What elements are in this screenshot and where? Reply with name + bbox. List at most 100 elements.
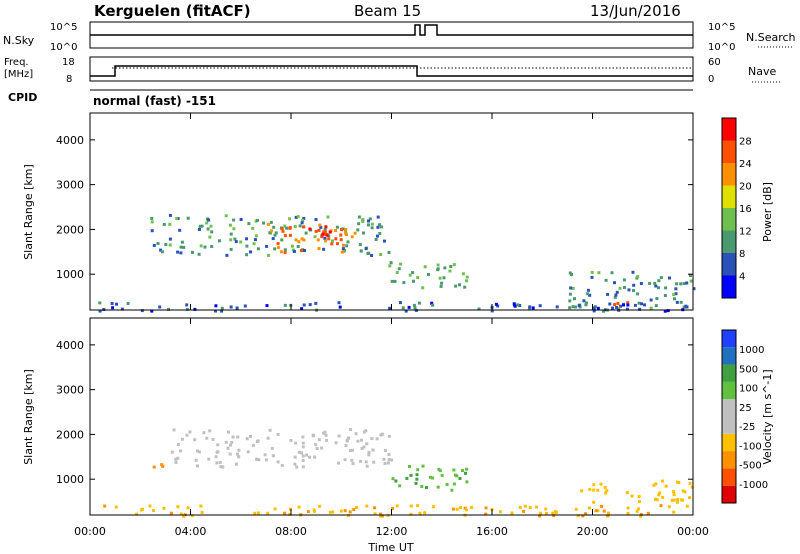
velocity-cell — [216, 443, 220, 447]
power-cell — [655, 297, 659, 300]
power-cell — [191, 250, 194, 254]
power-cell — [586, 292, 590, 296]
power-cell — [175, 217, 179, 221]
y-tick-label: 1000 — [56, 473, 84, 486]
power-cell — [361, 220, 365, 223]
power-cell — [150, 309, 154, 313]
power-cell — [297, 240, 301, 244]
velocity-cell — [431, 476, 434, 480]
power-cell — [512, 302, 516, 306]
power-cell — [604, 278, 608, 282]
power-cell — [427, 273, 430, 276]
power-cell — [657, 286, 660, 290]
power-cell — [528, 305, 532, 309]
velocity-cell — [318, 504, 322, 508]
velocity-cell — [367, 453, 371, 457]
velocity-cell — [420, 485, 424, 488]
date-title: 13/Jun/2016 — [590, 2, 681, 20]
power-cell — [280, 227, 284, 231]
power-cell — [292, 250, 296, 253]
power-cell — [308, 303, 312, 307]
velocity-cell — [522, 509, 526, 513]
power-cell — [666, 309, 670, 313]
velocity-cell — [161, 464, 165, 468]
power-cell — [200, 224, 204, 228]
velocity-cell — [170, 450, 174, 454]
velocity-cell — [323, 430, 327, 434]
power-cell — [692, 287, 696, 291]
power-cell — [465, 275, 469, 279]
velocity-cell — [228, 443, 232, 447]
x-axis-label: Time UT — [367, 541, 413, 554]
velocity-cell — [635, 509, 639, 513]
power-cell — [168, 243, 172, 247]
velocity-cell — [654, 497, 657, 501]
power-cell — [285, 226, 289, 230]
power-cell — [367, 219, 370, 223]
velocity-cell — [237, 455, 241, 459]
velocity-cell — [200, 510, 204, 514]
velocity-cell — [266, 436, 270, 440]
power-cell — [387, 251, 391, 254]
power-cell — [330, 242, 334, 246]
power-cell — [301, 218, 305, 222]
power-cell — [362, 231, 365, 235]
velocity-cell — [452, 468, 456, 472]
power-colorbar-swatch — [722, 208, 736, 231]
velocity-frame — [89, 317, 694, 516]
power-cell — [300, 237, 304, 241]
velocity-colorbar: 1000 500 100 25 -25 -100 -500 -1000 — [721, 329, 768, 504]
velocity-cell — [436, 485, 440, 489]
power-cell — [679, 300, 683, 304]
power-cell — [568, 299, 572, 303]
velocity-cell — [544, 507, 548, 511]
velocity-colorbar-tick: -1000 — [739, 480, 768, 491]
velocity-colorbar-swatch — [722, 364, 736, 382]
velocity-cell — [423, 511, 427, 515]
power-cell — [239, 218, 243, 221]
velocity-cell — [425, 486, 428, 490]
velocity-cell — [683, 490, 687, 494]
power-cell — [120, 307, 124, 311]
x-tick-label: 12:00 — [376, 525, 408, 538]
velocity-cell — [661, 479, 664, 483]
velocity-cell — [301, 441, 305, 445]
velocity-cell — [658, 491, 662, 495]
velocity-cell — [605, 489, 609, 493]
cpid-panel: CPID normal (fast) -151 — [8, 89, 693, 108]
nsearch-tick-top: 10^5 — [708, 22, 735, 33]
power-cell — [436, 268, 440, 272]
velocity-cell — [205, 436, 209, 440]
velocity-cell — [551, 511, 555, 515]
velocity-cell — [348, 510, 352, 514]
velocity-cell — [451, 507, 455, 511]
power-cell — [477, 307, 481, 311]
velocity-cell — [334, 441, 338, 445]
power-cell — [308, 227, 312, 231]
power-cell — [586, 288, 590, 292]
power-cell — [324, 225, 328, 229]
power-cell — [335, 225, 339, 229]
power-cell — [265, 244, 269, 248]
power-colorbar: 4 8 12 16 20 24 28 — [721, 117, 752, 299]
power-cell — [245, 253, 249, 257]
x-tick-label: 04:00 — [175, 525, 207, 538]
velocity-cell — [196, 464, 199, 468]
power-cell — [323, 228, 327, 231]
velocity-cell — [216, 450, 220, 454]
power-cell — [296, 215, 300, 219]
velocity-cell — [208, 429, 212, 433]
power-colorbar-tick: 12 — [739, 227, 752, 238]
power-cell — [408, 273, 412, 277]
power-cell — [443, 266, 447, 270]
power-cell — [207, 218, 211, 222]
power-cell — [111, 306, 115, 310]
power-cell — [198, 224, 202, 228]
velocity-cell — [315, 447, 319, 451]
power-cell — [627, 288, 631, 292]
velocity-cell — [295, 465, 299, 469]
power-colorbar-tick: 4 — [739, 272, 745, 283]
power-cell — [152, 244, 156, 247]
velocity-cell — [528, 506, 532, 509]
velocity-cell — [276, 432, 280, 436]
